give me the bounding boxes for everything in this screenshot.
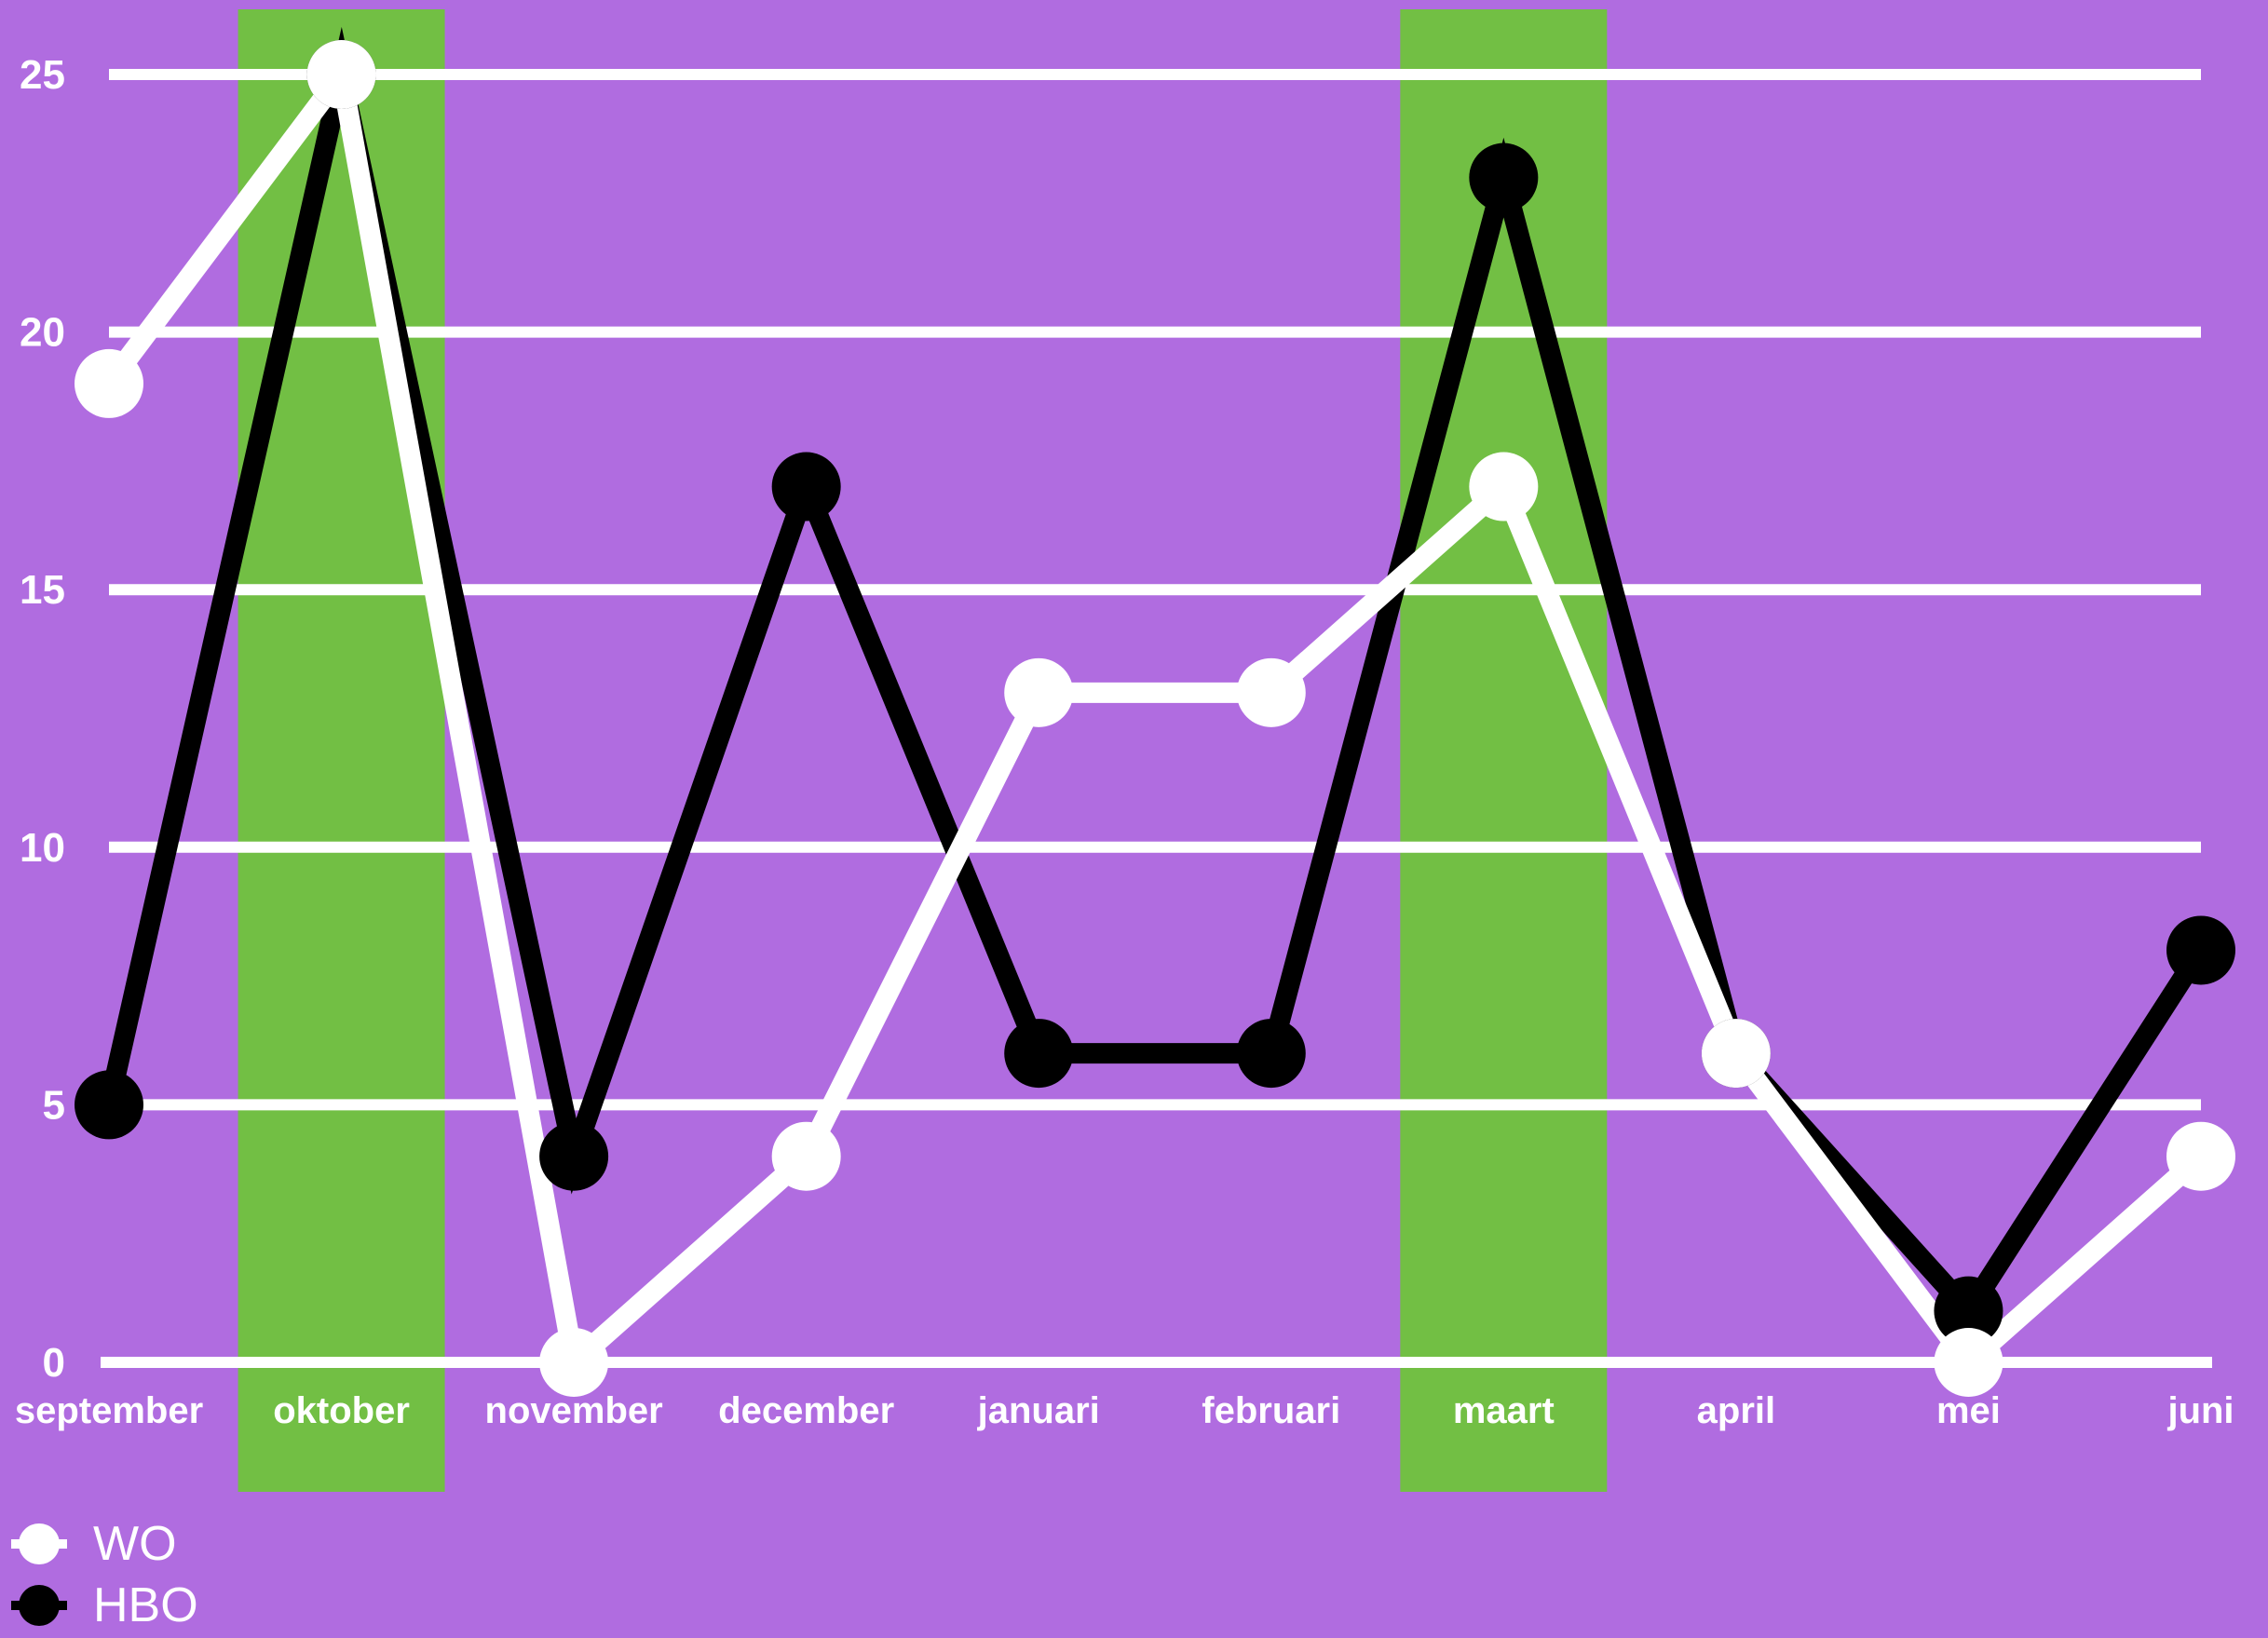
x-tick-label: maart <box>1453 1390 1555 1431</box>
y-tick-label: 20 <box>20 310 65 356</box>
y-tick-label: 10 <box>20 825 65 871</box>
x-tick-label: februari <box>1202 1390 1340 1431</box>
data-point-wo <box>2166 1121 2235 1191</box>
x-axis-ticks: september oktober november december januari f… <box>15 1390 2234 1431</box>
data-point-wo <box>75 348 143 418</box>
data-point-hbo <box>1469 142 1539 212</box>
x-tick-label: juni <box>2166 1390 2234 1431</box>
data-point-hbo <box>75 1070 143 1140</box>
data-point-wo <box>539 1328 609 1397</box>
data-point-hbo <box>1004 1019 1074 1089</box>
data-point-hbo <box>2166 915 2235 985</box>
y-axis-ticks: 0 5 10 15 20 25 <box>20 52 65 1386</box>
data-point-hbo <box>1934 1276 2003 1346</box>
x-tick-label: november <box>485 1390 663 1431</box>
y-tick-label: 25 <box>20 52 65 98</box>
y-tick-label: 15 <box>20 567 65 613</box>
gridlines <box>101 69 2212 1368</box>
x-tick-label: mei <box>1936 1390 2001 1431</box>
data-point-hbo <box>1236 1019 1306 1089</box>
highlight-band-maart <box>1400 9 1608 1492</box>
x-tick-label: september <box>15 1390 203 1431</box>
data-point-wo <box>1701 1019 1771 1089</box>
legend-item-wo: WO <box>11 1513 198 1575</box>
legend: WO HBO <box>11 1513 198 1636</box>
legend-marker-wo-icon <box>11 1516 67 1572</box>
series-lines <box>99 26 2210 1383</box>
legend-label-hbo: HBO <box>93 1578 198 1632</box>
x-tick-label: januari <box>977 1390 1100 1431</box>
x-tick-label: oktober <box>273 1390 410 1431</box>
series-line-wo <box>101 49 2208 1383</box>
data-point-wo <box>771 1121 841 1191</box>
legend-marker-hbo-icon <box>11 1577 67 1633</box>
x-tick-label: april <box>1697 1390 1775 1431</box>
series-line-hbo <box>99 26 2210 1328</box>
y-tick-label: 0 <box>43 1340 65 1386</box>
x-tick-label: december <box>718 1390 894 1431</box>
data-point-wo <box>1469 452 1539 521</box>
y-tick-label: 5 <box>43 1082 65 1128</box>
data-point-wo <box>306 40 376 109</box>
data-point-wo <box>1934 1328 2003 1397</box>
data-point-wo <box>1236 657 1306 727</box>
highlight-bands <box>238 9 1608 1492</box>
data-point-hbo <box>539 1121 609 1191</box>
legend-label-wo: WO <box>93 1517 177 1571</box>
highlight-band-oktober <box>238 9 445 1492</box>
data-point-hbo <box>771 452 841 521</box>
data-point-wo <box>1004 657 1074 727</box>
series-points <box>75 40 2235 1397</box>
legend-item-hbo: HBO <box>11 1575 198 1636</box>
